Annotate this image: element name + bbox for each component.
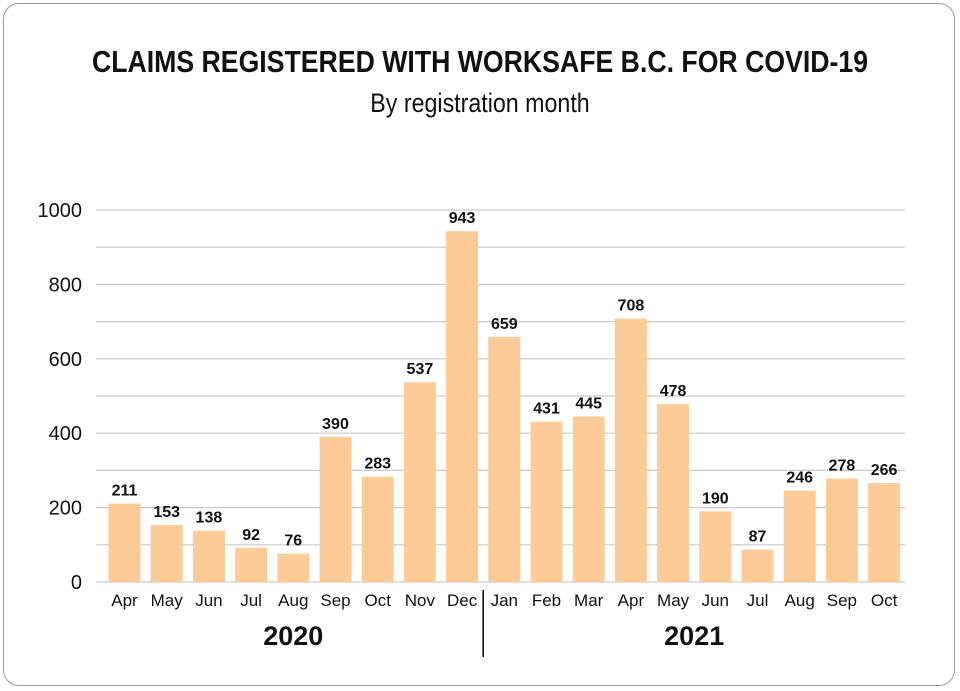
x-tick-label: Aug	[785, 591, 815, 610]
value-label: 246	[786, 469, 813, 486]
y-tick-label: 200	[49, 498, 82, 520]
y-tick-label: 800	[49, 274, 82, 296]
bar-jul-3	[235, 547, 268, 582]
bar-jun-2	[192, 530, 225, 582]
value-label: 138	[196, 510, 223, 527]
bar-apr-12	[614, 318, 647, 582]
x-tick-label: Nov	[405, 591, 436, 610]
x-tick-label: Mar	[574, 591, 604, 610]
value-label: 278	[829, 458, 856, 475]
x-axis: Apr May Jun Jul Aug Sep Oct Nov Dec Jan Feb Mar Apr M…	[111, 591, 897, 610]
bar-sep-5	[319, 436, 352, 582]
x-tick-label: Oct	[871, 591, 898, 610]
value-label: 211	[112, 483, 138, 500]
y-axis: 0 200 400 600 800 1000	[38, 200, 83, 594]
y-tick-label: 600	[49, 349, 82, 371]
x-tick-label: Jun	[195, 591, 222, 610]
chart-frame	[3, 3, 955, 686]
bar-feb-10	[530, 421, 563, 582]
x-tick-label: Sep	[320, 591, 350, 610]
bar-dec-8	[446, 231, 479, 583]
value-label: 153	[153, 504, 180, 521]
value-label: 190	[702, 490, 729, 507]
value-label: 478	[660, 383, 687, 400]
value-labels: 211 153 138 92 76 390 283 537 943 659 431 445 708 478…	[112, 210, 898, 550]
value-label: 659	[491, 316, 518, 333]
y-tick-label: 400	[49, 423, 82, 445]
x-tick-label: Jul	[240, 591, 262, 610]
value-label: 92	[242, 527, 260, 544]
value-label: 431	[533, 401, 560, 418]
year-groups: 2020 2021	[263, 590, 724, 657]
value-label: 283	[364, 456, 391, 473]
x-tick-label: Sep	[827, 591, 857, 610]
y-tick-label: 1000	[38, 200, 83, 222]
x-tick-label: Apr	[618, 591, 645, 610]
x-tick-label: Jul	[747, 591, 769, 610]
x-tick-label: Oct	[364, 591, 391, 610]
bar-oct-6	[361, 476, 394, 582]
y-tick-label: 0	[71, 572, 82, 594]
bar-oct-18	[868, 483, 901, 582]
x-tick-label: May	[657, 591, 690, 610]
bar-may-1	[150, 525, 183, 582]
bar-nov-7	[403, 382, 436, 582]
bar-jul-15	[741, 549, 774, 582]
x-tick-label: May	[151, 591, 184, 610]
value-label: 76	[284, 533, 302, 550]
bar-jun-14	[699, 511, 732, 582]
bar-aug-16	[783, 490, 816, 582]
x-tick-label: Apr	[111, 591, 138, 610]
chart-subtitle: By registration month	[370, 88, 590, 118]
year-label: 2020	[263, 621, 323, 651]
value-label: 87	[749, 529, 767, 546]
x-tick-label: Jan	[491, 591, 518, 610]
x-tick-label: Jun	[702, 591, 729, 610]
x-tick-label: Aug	[278, 591, 308, 610]
bars	[108, 231, 901, 583]
value-label: 266	[871, 462, 898, 479]
bar-mar-11	[572, 416, 605, 582]
bar-jan-9	[488, 336, 521, 582]
chart-title: CLAIMS REGISTERED WITH WORKSAFE B.C. FOR…	[91, 44, 869, 79]
bar-aug-4	[277, 553, 310, 582]
value-label: 708	[618, 298, 645, 315]
value-label: 537	[407, 361, 434, 378]
x-tick-label: Dec	[447, 591, 478, 610]
x-tick-label: Feb	[532, 591, 561, 610]
value-label: 390	[322, 416, 349, 433]
bar-apr-0	[108, 503, 141, 582]
value-label: 445	[575, 395, 602, 412]
value-label: 943	[449, 210, 476, 227]
bar-may-13	[657, 404, 690, 582]
bar-sep-17	[825, 478, 858, 582]
year-label: 2021	[664, 621, 724, 651]
